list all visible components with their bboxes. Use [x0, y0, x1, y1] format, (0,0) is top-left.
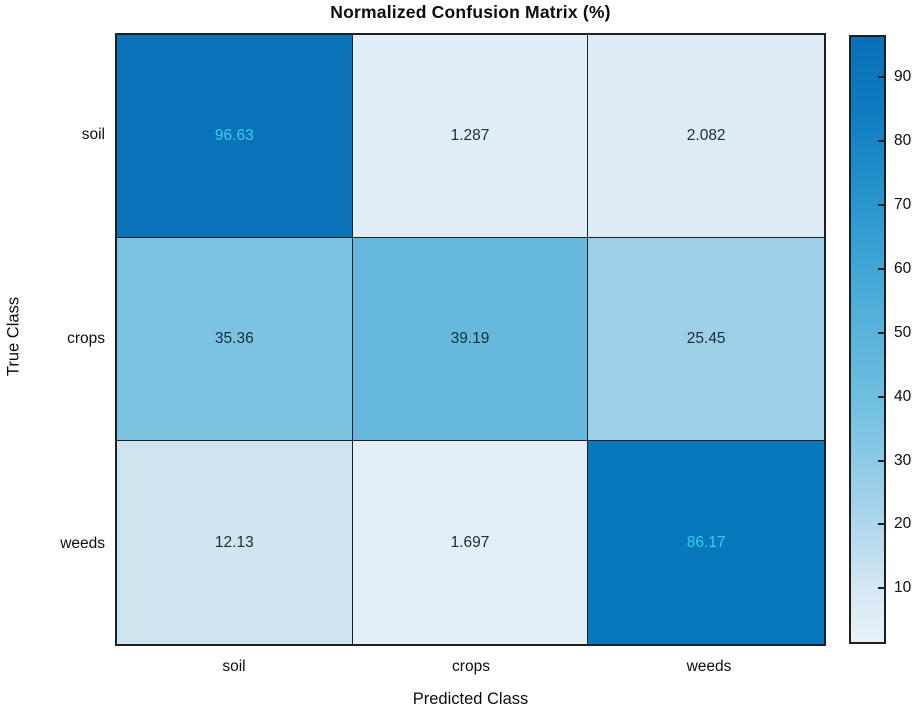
matrix-cell-weeds-crops: 1.697: [353, 441, 589, 644]
colorbar-tick: [878, 587, 884, 589]
cell-value: 1.697: [451, 534, 490, 552]
heatmap-grid: 96.63 1.287 2.082 35.36 39.19 25.45 12.13 1.697…: [115, 33, 826, 646]
y-tick-label-crops: crops: [0, 330, 105, 348]
matrix-cell-crops-weeds: 25.45: [588, 238, 824, 441]
matrix-cell-crops-crops: 39.19: [353, 238, 589, 441]
cell-value: 1.287: [451, 127, 490, 145]
matrix-cell-soil-soil: 96.63: [117, 35, 353, 238]
colorbar-tick: [878, 76, 884, 78]
x-tick-label-soil: soil: [154, 658, 314, 676]
colorbar-tick-label: 60: [894, 260, 911, 278]
colorbar-tick-label: 20: [894, 515, 911, 533]
cell-value: 96.63: [215, 127, 254, 145]
x-axis-title: Predicted Class: [115, 690, 826, 709]
matrix-cell-soil-crops: 1.287: [353, 35, 589, 238]
y-tick-label-weeds: weeds: [0, 535, 105, 553]
colorbar-tick-label: 90: [894, 68, 911, 86]
colorbar-tick-label: 50: [894, 324, 911, 342]
colorbar-tick: [878, 460, 884, 462]
colorbar-tick-label: 70: [894, 196, 911, 214]
colorbar: [849, 35, 886, 644]
matrix-cell-soil-weeds: 2.082: [588, 35, 824, 238]
x-tick-label-crops: crops: [391, 658, 551, 676]
colorbar-tick: [878, 268, 884, 270]
cell-value: 12.13: [215, 534, 254, 552]
colorbar-tick: [878, 396, 884, 398]
x-tick-label-weeds: weeds: [629, 658, 789, 676]
colorbar-tick: [878, 523, 884, 525]
chart-title: Normalized Confusion Matrix (%): [115, 2, 826, 23]
confusion-matrix-figure: Normalized Confusion Matrix (%) True Cla…: [0, 0, 922, 718]
matrix-cell-weeds-soil: 12.13: [117, 441, 353, 644]
cell-value: 25.45: [687, 330, 726, 348]
cell-value: 2.082: [687, 127, 726, 145]
colorbar-tick: [878, 332, 884, 334]
colorbar-tick-label: 40: [894, 388, 911, 406]
cell-value: 39.19: [451, 330, 490, 348]
colorbar-tick: [878, 204, 884, 206]
colorbar-tick: [878, 140, 884, 142]
cell-value: 86.17: [687, 534, 726, 552]
matrix-cell-crops-soil: 35.36: [117, 238, 353, 441]
colorbar-tick-label: 10: [894, 579, 911, 597]
colorbar-tick-label: 30: [894, 452, 911, 470]
y-tick-label-soil: soil: [0, 126, 105, 144]
colorbar-tick-label: 80: [894, 132, 911, 150]
cell-value: 35.36: [215, 330, 254, 348]
matrix-cell-weeds-weeds: 86.17: [588, 441, 824, 644]
